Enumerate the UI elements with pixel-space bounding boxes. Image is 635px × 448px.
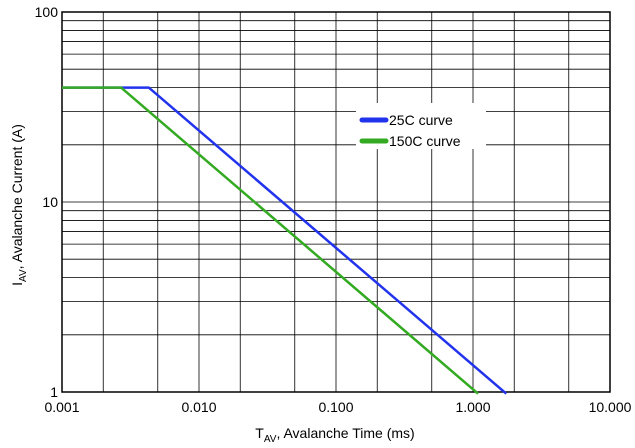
plot-frame (61, 11, 611, 393)
y-tick-label: 10 (42, 194, 58, 210)
series-lines (62, 86, 508, 395)
x-tick-label: 10.000 (589, 399, 632, 415)
legend-label: 150C curve (389, 133, 461, 149)
x-tick-label: 0.010 (181, 399, 216, 415)
x-tick-label: 0.100 (318, 399, 353, 415)
x-tick-label: 1.000 (455, 399, 490, 415)
x-axis-label: TAV, Avalanche Time (ms) (255, 425, 414, 445)
series-line (62, 86, 479, 395)
grid (61, 12, 610, 393)
x-tick-label: 0.001 (44, 399, 79, 415)
y-axis-label: IAV, Avalanche Current (A) (9, 124, 29, 286)
y-tick-labels: 1 10 100 (35, 4, 59, 400)
y-tick-label: 100 (35, 4, 59, 20)
legend: 25C curve 150C curve (356, 103, 486, 149)
x-tick-labels: 0.001 0.010 0.100 1.000 10.000 (44, 399, 631, 415)
y-tick-label: 1 (50, 384, 58, 400)
legend-label: 25C curve (389, 112, 453, 128)
